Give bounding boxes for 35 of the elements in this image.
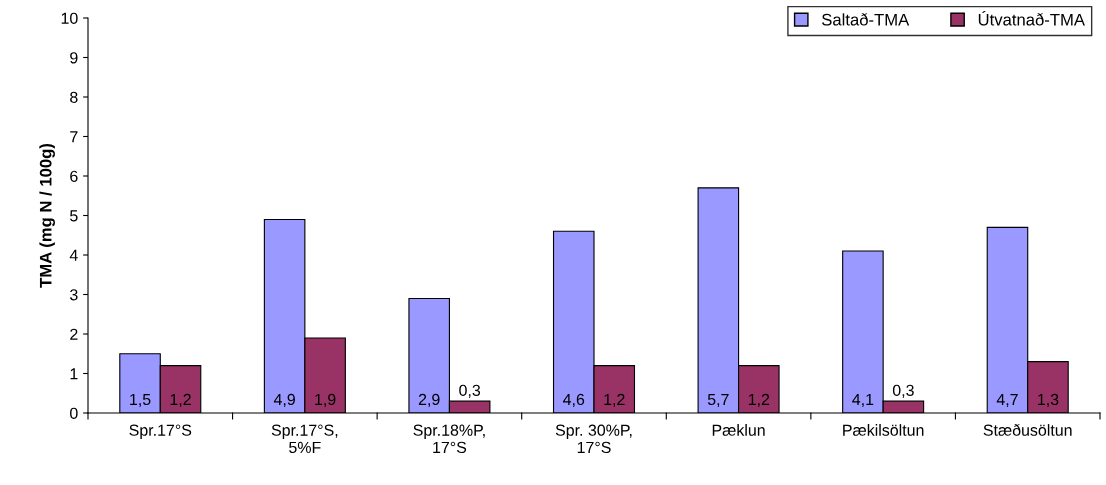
y-tick-label: 5: [70, 210, 78, 222]
y-tick-label: 8: [70, 91, 78, 103]
y-tick-label: 4: [69, 249, 78, 261]
data-label: 2,9: [418, 393, 440, 407]
y-tick-label: 3: [70, 289, 78, 301]
x-tick-label: Spr. 30%P, 17°S: [555, 424, 632, 454]
data-label: 0,3: [459, 384, 481, 398]
y-tick-label: 1: [70, 368, 78, 380]
data-label: 1,9: [315, 393, 336, 407]
data-label: 1,5: [130, 393, 151, 407]
data-label: 5,7: [707, 393, 729, 407]
y-axis-title: TMA (mg N / 100g): [39, 143, 55, 288]
data-label: 1,2: [170, 393, 191, 407]
data-label: 4,1: [852, 393, 874, 407]
data-label: 1,2: [604, 393, 625, 407]
data-label: 4,9: [273, 393, 295, 407]
data-label: 4,6: [563, 393, 585, 407]
legend-label: Saltað-TMA: [822, 13, 910, 26]
y-tick-label: 0: [70, 407, 78, 419]
y-tick-label: 9: [70, 52, 78, 64]
data-label: 0,3: [892, 384, 914, 398]
x-tick-label: Spr.18%P, 17°S: [413, 424, 485, 454]
x-tick-label: Pækilsöltun: [843, 424, 924, 436]
y-tick-label: 6: [70, 170, 78, 182]
y-tick-label: 10: [61, 12, 78, 24]
data-label: 1,3: [1038, 393, 1059, 407]
y-tick-label: 7: [70, 131, 78, 143]
data-label: 1,2: [748, 393, 770, 407]
y-tick-label: 2: [70, 328, 78, 340]
x-tick-label: Pæklun: [712, 424, 765, 436]
x-tick-label: Stæðusöltun: [983, 423, 1072, 436]
data-label: 4,7: [996, 393, 1018, 407]
x-tick-label: Spr.17°S: [129, 424, 192, 439]
x-tick-label: Spr.17°S, 5%F: [271, 424, 338, 454]
legend-label: Útvatnað-TMA: [978, 10, 1085, 26]
